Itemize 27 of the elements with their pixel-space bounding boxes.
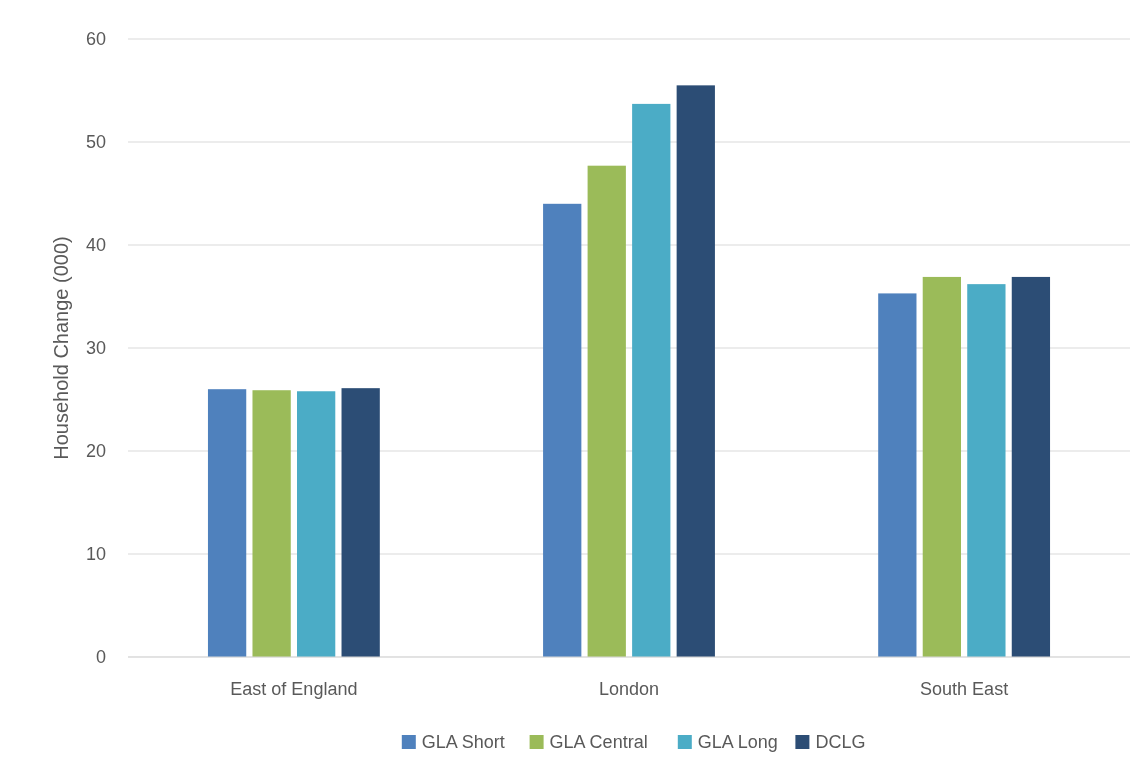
bar [632, 103, 671, 657]
y-tick-label: 10 [85, 544, 106, 565]
x-tick-label: East of England [230, 679, 358, 699]
y-tick-label: 30 [85, 338, 106, 359]
y-tick-label: 40 [85, 235, 106, 256]
bar [543, 203, 582, 657]
y-tick-label: 20 [85, 441, 106, 462]
y-tick-label: 50 [85, 132, 106, 153]
legend-label: GLA Short [421, 732, 505, 753]
bar [1011, 276, 1051, 657]
bar [878, 293, 917, 657]
bar [207, 389, 247, 657]
bar [341, 388, 380, 657]
bar [252, 390, 291, 657]
x-tick-label: South East [920, 679, 1009, 699]
bar [297, 391, 336, 657]
y-tick-label: 60 [85, 29, 106, 50]
legend-label: DCLG [815, 732, 866, 753]
x-tick-label: London [598, 679, 660, 699]
bar [676, 85, 715, 657]
bar [587, 165, 626, 657]
y-axis-title: Household Change (000) [50, 236, 72, 460]
y-tick-label: 0 [95, 647, 106, 668]
bar [967, 284, 1006, 657]
legend-label: GLA Long [697, 732, 778, 753]
legend-label: GLA Central [549, 732, 648, 753]
bar [922, 276, 961, 657]
